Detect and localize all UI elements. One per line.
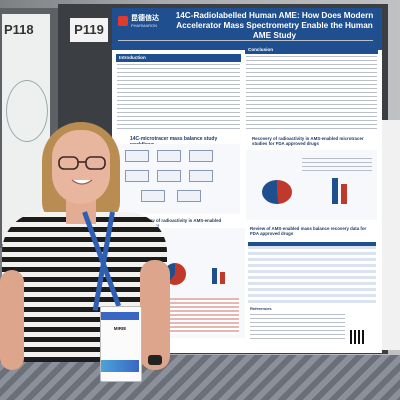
logo-name-cn: 昆德信达 — [131, 15, 159, 22]
glasses-icon — [58, 156, 106, 170]
watch-icon — [148, 355, 162, 365]
right-poster — [382, 120, 400, 350]
workflow-diagram — [117, 144, 240, 214]
badge-ribbon — [101, 312, 139, 320]
section-references-title: References — [250, 306, 272, 311]
recovery-chart-panel — [246, 150, 377, 220]
smile-icon — [71, 179, 93, 185]
face — [52, 130, 110, 204]
right-arm — [140, 260, 170, 370]
section-conclusion-header: Conclusion — [245, 46, 378, 54]
left-poster-code: P118 — [4, 22, 34, 37]
conclusion-text — [246, 56, 377, 132]
badge-footer — [101, 360, 139, 372]
recovery-left-panel — [160, 228, 245, 338]
pharmaron-logo-icon — [118, 16, 128, 26]
center-poster-code: P119 — [70, 18, 108, 42]
carpet-floor — [0, 355, 400, 400]
logo-name-en: PHARMARON — [131, 23, 158, 28]
section-introduction-header: Introduction — [116, 54, 241, 62]
section-recovery-title: Recovery of radioactivity in AMS-enabled… — [252, 136, 364, 146]
section-review-title: Review of AMS-enabled mass balance recov… — [250, 226, 367, 236]
introduction-text — [117, 64, 240, 130]
badge-name: MIRIE — [113, 326, 127, 331]
left-poster-figure — [6, 80, 48, 142]
poster-title: 14C-Radiolabelled Human AME: How Does Mo… — [175, 11, 374, 40]
review-table — [248, 242, 376, 306]
references-text — [250, 314, 345, 340]
left-arm — [0, 270, 24, 370]
poster-authors — [118, 40, 373, 44]
qr-code — [350, 330, 364, 344]
